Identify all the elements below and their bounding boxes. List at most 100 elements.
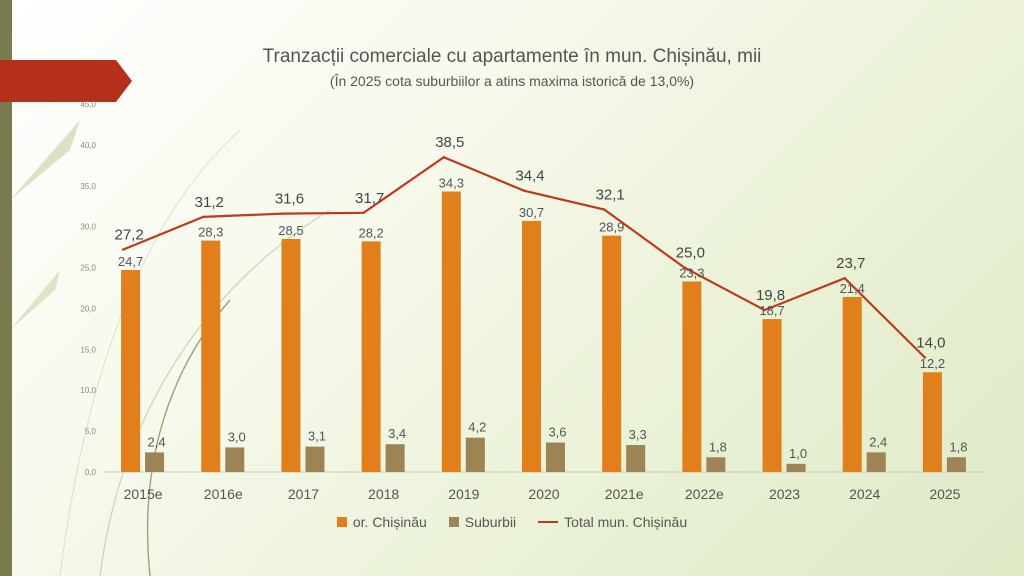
data-label-suburbii: 3,3 xyxy=(629,427,647,442)
y-tick-label: 5,0 xyxy=(85,427,97,436)
data-label-suburbii: 3,0 xyxy=(228,429,246,444)
data-label-chisinau: 18,7 xyxy=(759,303,784,318)
bar-suburbii xyxy=(866,452,886,472)
legend-label-suburbii: Suburbii xyxy=(464,514,517,530)
data-label-total: 31,7 xyxy=(355,190,384,207)
bar-chisinau xyxy=(762,319,782,472)
legend-swatch-total xyxy=(538,521,559,523)
bar-suburbii xyxy=(305,446,325,472)
data-label-total: 31,2 xyxy=(195,194,224,211)
data-label-chisinau: 28,9 xyxy=(599,220,624,235)
y-tick-label: 15,0 xyxy=(80,345,96,354)
data-label-total: 27,2 xyxy=(114,227,143,244)
legend-item-chisinau: or. Chișinău xyxy=(336,514,427,530)
x-tick-label: 2019 xyxy=(448,486,479,502)
bar-suburbii xyxy=(465,437,485,472)
legend-item-total: Total mun. Chișinău xyxy=(538,514,687,530)
data-label-chisinau: 28,5 xyxy=(278,223,303,238)
chart-title: Tranzacții comerciale cu apartamente în … xyxy=(262,46,762,67)
point-total xyxy=(442,155,446,159)
y-tick-label: 40,0 xyxy=(80,141,96,150)
legend-label-total: Total mun. Chișinău xyxy=(564,514,688,530)
data-label-chisinau: 12,2 xyxy=(920,356,945,371)
data-label-chisinau: 21,4 xyxy=(840,281,865,296)
x-tick-label: 2021e xyxy=(605,486,644,502)
data-label-total: 19,8 xyxy=(756,287,785,304)
data-label-total: 31,6 xyxy=(275,191,304,208)
data-label-chisinau: 24,7 xyxy=(118,254,143,269)
data-label-total: 23,7 xyxy=(836,255,865,272)
y-tick-label: 35,0 xyxy=(80,182,96,191)
data-label-chisinau: 34,3 xyxy=(439,176,464,191)
data-label-suburbii: 2,4 xyxy=(148,434,166,449)
data-label-chisinau: 28,2 xyxy=(358,225,383,240)
bar-suburbii xyxy=(706,457,726,472)
point-total xyxy=(843,276,846,280)
data-label-suburbii: 1,8 xyxy=(949,439,967,454)
x-tick-label: 2015e xyxy=(124,486,163,502)
bar-chisinau xyxy=(602,235,622,472)
title-arrow-tab xyxy=(0,60,132,102)
x-tick-label: 2025 xyxy=(929,486,960,502)
bar-chisinau xyxy=(281,238,301,472)
bar-suburbii xyxy=(946,457,966,472)
y-tick-label: 0,0 xyxy=(85,468,97,477)
left-accent-bar xyxy=(0,0,12,576)
point-total xyxy=(202,215,205,219)
data-label-total: 34,4 xyxy=(515,168,544,185)
data-label-suburbii: 3,1 xyxy=(308,429,326,444)
data-label-chisinau: 28,3 xyxy=(198,225,223,240)
bar-suburbii xyxy=(546,442,565,472)
data-label-total: 25,0 xyxy=(676,245,705,262)
point-total xyxy=(763,308,766,312)
legend-label-chisinau: or. Chișinău xyxy=(352,514,427,530)
bar-suburbii xyxy=(385,444,405,472)
y-tick-label: 45,0 xyxy=(80,100,96,109)
bar-suburbii xyxy=(225,447,245,472)
point-total xyxy=(683,266,686,269)
x-tick-label: 2023 xyxy=(769,486,800,502)
y-tick-label: 10,0 xyxy=(80,386,96,395)
y-tick-label: 25,0 xyxy=(80,264,96,273)
bar-chisinau xyxy=(522,220,541,472)
legend-swatch-suburbii xyxy=(448,517,459,527)
chart-subtitle: (În 2025 cota suburbiilor a atins maxima… xyxy=(329,73,695,89)
bar-chisinau xyxy=(922,372,942,472)
bar-chisinau xyxy=(682,281,702,472)
x-tick-label: 2016e xyxy=(204,486,243,502)
data-label-suburbii: 3,6 xyxy=(548,425,566,440)
point-total xyxy=(121,248,125,251)
point-total xyxy=(362,211,365,214)
point-total xyxy=(602,208,606,211)
x-tick-label: 2017 xyxy=(288,486,319,502)
data-label-chisinau: 23,3 xyxy=(679,265,704,280)
bar-suburbii xyxy=(145,452,165,472)
chart-legend: or. Chișinău Suburbii Total mun. Chișină… xyxy=(0,514,1024,530)
data-label-suburbii: 2,4 xyxy=(869,434,887,449)
x-tick-label: 2024 xyxy=(849,486,880,502)
bar-chisinau xyxy=(201,240,221,472)
bar-suburbii xyxy=(786,463,806,472)
data-label-total: 14,0 xyxy=(916,335,945,352)
point-total xyxy=(923,356,927,359)
data-label-suburbii: 3,4 xyxy=(388,426,406,441)
bar-chisinau xyxy=(441,191,461,472)
bar-suburbii xyxy=(626,445,646,472)
legend-swatch-chisinau xyxy=(336,517,347,527)
data-label-suburbii: 1,0 xyxy=(789,446,807,461)
y-tick-label: 20,0 xyxy=(80,304,96,313)
bar-chisinau xyxy=(842,296,862,472)
point-total xyxy=(522,189,526,192)
x-tick-label: 2020 xyxy=(528,486,559,502)
bar-chisinau xyxy=(121,270,141,472)
data-label-suburbii: 4,2 xyxy=(468,420,486,435)
y-tick-label: 30,0 xyxy=(80,223,96,232)
point-total xyxy=(282,212,285,215)
data-label-total: 32,1 xyxy=(596,186,625,203)
legend-item-suburbii: Suburbii xyxy=(448,514,517,530)
data-label-total: 38,5 xyxy=(435,134,464,151)
data-label-chisinau: 30,7 xyxy=(519,205,544,220)
bar-chisinau xyxy=(361,241,381,472)
data-label-suburbii: 1,8 xyxy=(709,439,727,454)
